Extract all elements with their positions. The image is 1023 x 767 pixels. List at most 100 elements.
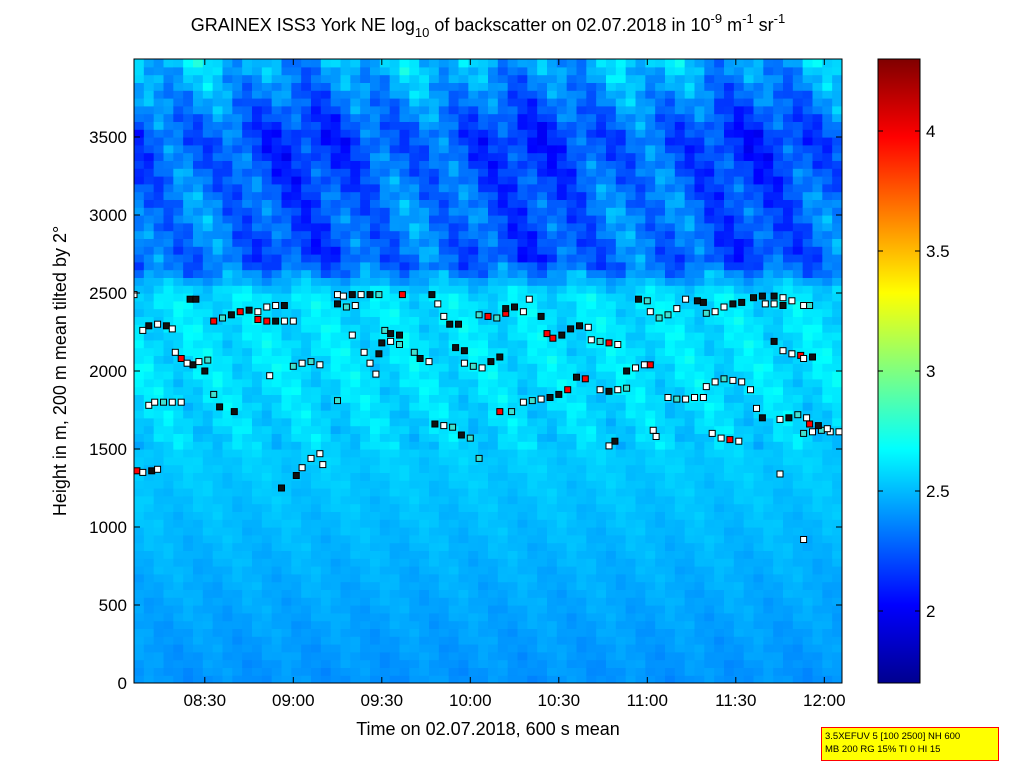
heatmap-cell (497, 620, 509, 629)
heatmap-cell (389, 433, 401, 442)
heatmap-cell (468, 456, 479, 466)
heatmap-cell (478, 308, 489, 317)
heatmap-cell (724, 589, 735, 598)
heatmap-cell (468, 402, 479, 411)
heatmap-cell (261, 293, 273, 302)
heatmap-cell (586, 456, 597, 466)
heatmap-cell (291, 542, 302, 551)
heatmap-cell (694, 277, 705, 286)
heatmap-cell (350, 261, 361, 271)
heatmap-cell (409, 410, 420, 419)
heatmap-cell (242, 605, 253, 614)
heatmap-cell (576, 503, 587, 512)
heatmap-cell (527, 464, 538, 473)
heatmap-cell (370, 137, 381, 146)
heatmap-cell (360, 82, 371, 91)
heatmap-cell (527, 472, 538, 481)
heatmap-cell (222, 144, 233, 154)
heatmap-cell (596, 433, 607, 442)
heatmap-cell (281, 269, 292, 278)
heatmap-cell (232, 417, 243, 427)
heatmap-cell (261, 542, 273, 551)
heatmap-cell (202, 160, 214, 169)
heatmap-cell (714, 316, 725, 325)
heatmap-cell (429, 534, 440, 544)
heatmap-cell (212, 199, 224, 208)
heatmap-cell (271, 636, 283, 645)
heatmap-cell (704, 371, 715, 380)
heatmap-cell (242, 355, 253, 364)
heatmap-cell (478, 433, 489, 442)
heatmap-cell (301, 324, 312, 333)
heatmap-cell (566, 378, 578, 388)
heatmap-cell (537, 347, 548, 356)
heatmap-cell (606, 137, 617, 146)
heatmap-cell (468, 566, 479, 575)
heatmap-cell (399, 152, 410, 161)
heatmap-cell (301, 667, 312, 676)
heatmap-cell (615, 628, 627, 637)
heatmap-cell (370, 90, 381, 99)
heatmap-cell (311, 74, 322, 83)
heatmap-cell (330, 160, 342, 169)
heatmap-cell (517, 121, 528, 130)
heatmap-cell (556, 542, 568, 551)
heatmap-cell (488, 285, 499, 294)
heatmap-cell (232, 160, 243, 169)
heatmap-cell (340, 90, 351, 99)
heatmap-cell (615, 183, 627, 193)
heatmap-cell (212, 636, 224, 645)
heatmap-cell (301, 183, 312, 193)
heatmap-cell (212, 339, 224, 349)
heatmap-cell (429, 644, 440, 653)
heatmap-cell (399, 542, 410, 551)
heatmap-cell (468, 449, 479, 458)
heatmap-cell (399, 215, 410, 224)
heatmap-cell (566, 425, 578, 434)
heatmap-cell (153, 651, 165, 661)
heatmap-cell (271, 417, 283, 427)
heatmap-cell (733, 254, 745, 263)
heatmap-cell (291, 121, 302, 130)
heatmap-cell (350, 66, 361, 76)
heatmap-cell (468, 628, 479, 637)
heatmap-cell (360, 667, 371, 676)
heatmap-cell (556, 261, 568, 271)
heatmap-cell (379, 74, 391, 83)
heatmap-cell (193, 277, 204, 286)
heatmap-cell (389, 168, 401, 177)
heatmap-cell (507, 449, 519, 458)
heatmap-cell (478, 90, 489, 99)
heatmap-cell (694, 90, 705, 99)
heatmap-cell (468, 222, 479, 232)
heatmap-cell (409, 534, 420, 544)
heatmap-cell (173, 105, 184, 115)
heatmap-cell (379, 66, 391, 76)
heatmap-cell (527, 386, 538, 395)
heatmap-cell (655, 254, 666, 263)
heatmap-cell (674, 667, 686, 676)
heatmap-cell (438, 425, 450, 434)
heatmap-cell (586, 137, 597, 146)
heatmap-cell (488, 675, 499, 683)
heatmap-cell (615, 488, 627, 497)
heatmap-cell (665, 129, 676, 138)
heatmap-cell (242, 183, 253, 193)
heatmap-cell (615, 573, 627, 583)
heatmap-cell (468, 254, 479, 263)
heatmap-cell (596, 472, 607, 481)
heatmap-cell (645, 456, 656, 466)
heatmap-cell (458, 417, 469, 427)
heatmap-cell (143, 74, 155, 83)
heatmap-cell (232, 90, 243, 99)
heatmap-cell (350, 371, 361, 380)
heatmap-cell (655, 215, 666, 224)
heatmap-cell (497, 394, 509, 403)
heatmap-cell (724, 605, 735, 614)
heatmap-cell (311, 238, 322, 247)
heatmap-cell (261, 66, 273, 76)
heatmap-cell (399, 168, 410, 177)
heatmap-cell (360, 472, 371, 481)
heatmap-cell (281, 597, 292, 606)
heatmap-cell (635, 417, 646, 427)
